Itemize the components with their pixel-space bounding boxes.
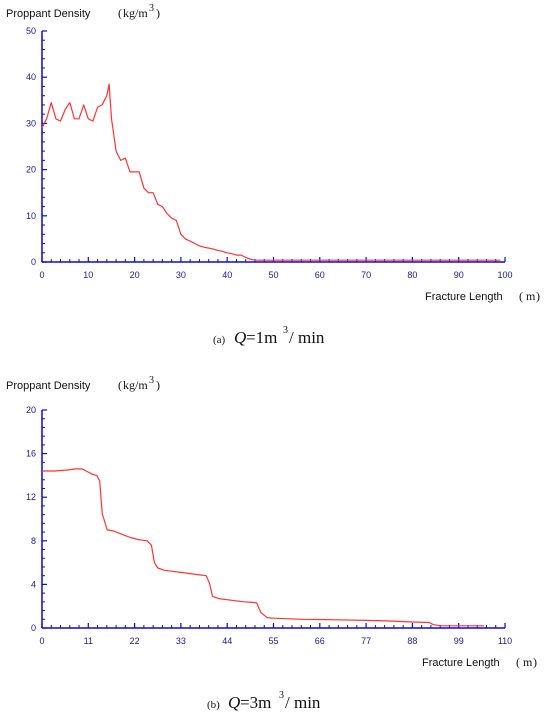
- x-axis-unit-close: ): [536, 289, 540, 303]
- x-tick-label: 30: [176, 270, 186, 280]
- x-tick-label: 0: [39, 636, 44, 646]
- y-tick-label: 20: [26, 405, 36, 415]
- y-tick-label: 12: [26, 492, 36, 502]
- x-tick-label: 20: [130, 270, 140, 280]
- series-group: [41, 83, 501, 261]
- y-tick-label: 10: [26, 211, 36, 221]
- y-axis-label: Proppant Density: [6, 380, 91, 392]
- series-line-0: [41, 83, 501, 261]
- x-tick-label: 90: [454, 270, 464, 280]
- y-tick-label: 50: [26, 26, 36, 36]
- x-tick-label: 66: [315, 636, 325, 646]
- caption-text: =3m: [240, 693, 271, 712]
- caption-sup: 3: [279, 690, 284, 701]
- series-group: [42, 468, 484, 627]
- caption-var: Q: [234, 328, 246, 347]
- y-axis-label: Proppant Density: [6, 8, 91, 20]
- x-axis-unit: m: [523, 655, 533, 669]
- x-tick-label: 80: [407, 270, 417, 280]
- y-axis-unit-close: ): [156, 6, 160, 20]
- y-tick-label: 0: [31, 257, 36, 267]
- x-tick-label: 60: [315, 270, 325, 280]
- x-tick-label: 10: [83, 270, 93, 280]
- tick-group: 0 4 8 12 16 20 0 11 22 33 44 55 66 77 88 99 110: [26, 405, 512, 646]
- x-tick-label: 50: [268, 270, 278, 280]
- y-tick-label: 20: [26, 165, 36, 175]
- x-tick-label: 11: [84, 636, 93, 646]
- y-axis-unit-close: ): [156, 378, 160, 392]
- y-tick-label: 30: [26, 118, 36, 128]
- chart-panel-b: Proppant Density ( kg/m 3 ) 0 4 8 12 16 20 0 11…: [6, 375, 537, 712]
- x-tick-label: 110: [498, 636, 512, 646]
- x-tick-label: 99: [454, 636, 464, 646]
- caption-sup: 3: [283, 325, 288, 336]
- x-tick-label: 22: [130, 636, 140, 646]
- y-tick-label: 8: [31, 536, 36, 546]
- y-tick-label: 16: [26, 449, 36, 459]
- y-axis-unit-sup: 3: [149, 3, 154, 14]
- x-tick-label: 77: [361, 636, 371, 646]
- x-axis-unit: m: [526, 289, 536, 303]
- caption-unit: / min: [289, 328, 325, 347]
- caption-unit: / min: [285, 693, 321, 712]
- caption-a: (a) Q =1m 3 / min: [213, 325, 325, 347]
- caption-label: (a): [213, 334, 226, 346]
- y-axis-unit: kg/m: [123, 378, 148, 392]
- y-tick-label: 4: [31, 579, 36, 589]
- x-axis-unit-close: ): [533, 655, 537, 669]
- x-axis-label: Fracture Length: [425, 291, 503, 303]
- x-tick-label: 33: [176, 636, 186, 646]
- caption-text: =1m: [246, 328, 277, 347]
- x-axis-label: Fracture Length: [422, 657, 500, 669]
- y-axis-unit-open: (: [118, 378, 122, 392]
- series-line-0: [42, 468, 484, 627]
- x-tick-label: 70: [361, 270, 371, 280]
- x-tick-label: 40: [222, 270, 232, 280]
- x-tick-label: 44: [222, 636, 232, 646]
- x-tick-label: 88: [407, 636, 417, 646]
- y-tick-label: 40: [26, 72, 36, 82]
- x-axis-unit-open: (: [516, 655, 520, 669]
- y-axis-unit-sup: 3: [149, 375, 154, 386]
- caption-b: (b) Q =3m 3 / min: [207, 690, 321, 712]
- y-axis-unit-open: (: [118, 6, 122, 20]
- chart-panel-a: Proppant Density ( kg/m 3 ) 010203040500…: [6, 3, 540, 347]
- y-tick-label: 0: [31, 623, 36, 633]
- x-tick-label: 0: [39, 270, 44, 280]
- y-axis-unit: kg/m: [123, 6, 148, 20]
- x-tick-label: 100: [497, 270, 512, 280]
- caption-label: (b): [207, 699, 220, 711]
- caption-var: Q: [228, 693, 240, 712]
- tick-group: 0 10 20 30 40 50 0 10 20 30 40 50 60 70 80 90 100: [26, 26, 513, 280]
- x-axis-unit-open: (: [519, 289, 523, 303]
- x-tick-label: 55: [268, 636, 278, 646]
